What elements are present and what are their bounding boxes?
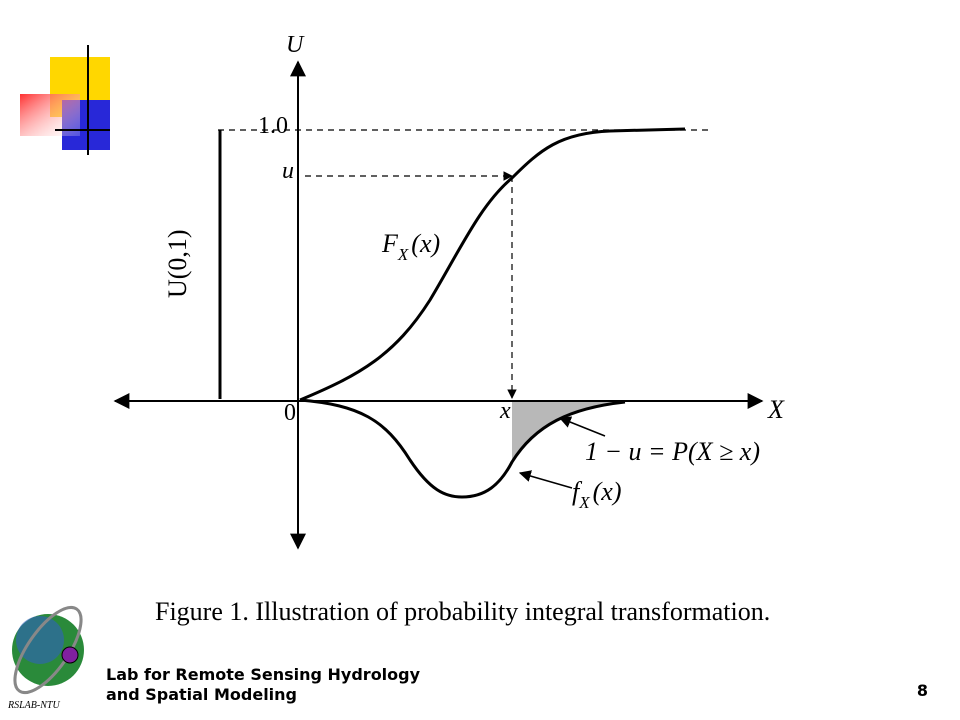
lab-name: Lab for Remote Sensing Hydrology [106,665,421,684]
tail-area [512,402,625,462]
cdf-label: FX (x) [381,229,440,264]
tail-pointer [558,416,606,437]
logo-text: RSLAB-NTU [7,700,60,711]
tick-label: u [282,158,294,184]
pdf-pointer [518,470,573,489]
pdf-rest: (x) [593,477,622,506]
figure-labels: U 1.0 u U(0,1) FX (x) 0 x X 1 − u = P(X ≥… [155,32,785,626]
cdf-sub: X [397,245,409,264]
logo: RSLAB-NTU [7,605,84,711]
tail-label: 1 − u = P(X ≥ x) [585,437,760,466]
tick-label: x [499,398,511,424]
corner-decoration [20,45,110,155]
axis-label: X [767,395,785,424]
cdf-rest: (x) [411,229,440,258]
pdf-main: f [572,477,583,506]
caption: Figure 1. Illustration of probability in… [155,597,770,626]
tick-label: 1.0 [258,113,288,139]
uniform-label: U(0,1) [163,229,192,298]
origin-label: 0 [284,400,296,426]
page-number: 8 [917,681,928,700]
cdf-main: F [381,229,399,258]
pdf-label: fX (x) [572,477,621,512]
figure [113,60,764,550]
pdf-sub: X [578,493,590,512]
axis-label: U [286,32,305,58]
cdf-curve [299,127,686,402]
pdf-curve [299,398,626,499]
lab-name: and Spatial Modeling [106,685,297,704]
